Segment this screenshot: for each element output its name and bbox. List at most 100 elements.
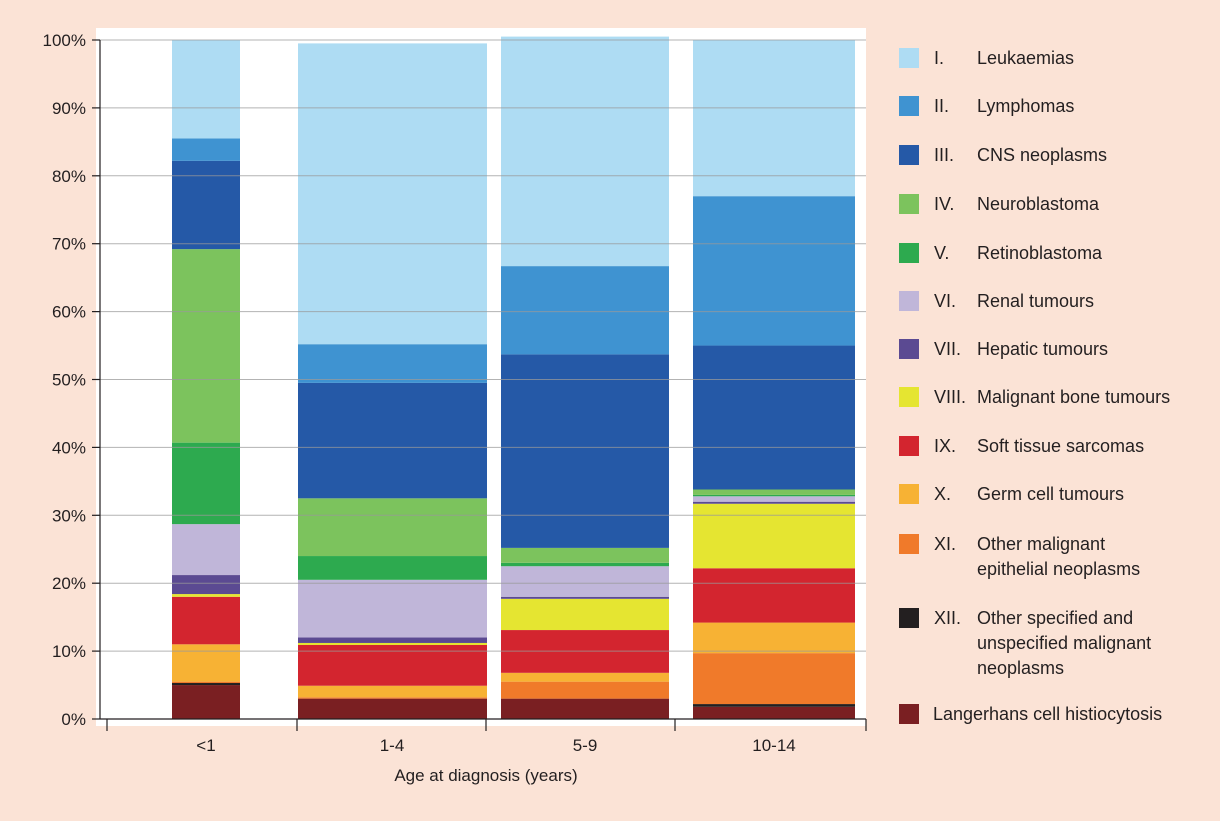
y-tick-label: 80% [52, 167, 86, 186]
bar-segment-1-2 [298, 697, 487, 699]
bar-segment-1-5 [298, 642, 487, 645]
bar-segment-2-2 [501, 681, 669, 699]
legend-swatch [899, 436, 919, 456]
legend-item: X. Germ cell tumours [899, 484, 1124, 504]
legend-item: III. CNS neoplasms [899, 145, 1107, 165]
y-tick-label: 50% [52, 371, 86, 390]
bar-segment-1-11 [298, 344, 487, 383]
bar-segment-3-7 [693, 496, 855, 502]
bar-segment-0-11 [172, 138, 240, 161]
bar-segment-1-6 [298, 637, 487, 643]
bar-segment-0-5 [172, 594, 240, 597]
legend-number: VIII. [934, 387, 966, 407]
legend-item: V. Retinoblastoma [899, 243, 1103, 263]
legend-swatch [899, 291, 919, 311]
bar-segment-2-12 [501, 36, 669, 267]
legend-number: II. [934, 96, 949, 116]
legend-number: IX. [934, 436, 956, 456]
legend-swatch [899, 48, 919, 68]
bar-segment-2-3 [501, 672, 669, 682]
legend-number: I. [934, 48, 944, 68]
x-tick-label: 5-9 [573, 736, 598, 755]
bar-segment-3-9 [693, 489, 855, 495]
legend-swatch [899, 608, 919, 628]
legend-swatch [899, 339, 919, 359]
legend: I. Leukaemias II. Lymphomas III. CNS neoplasm… [899, 48, 1170, 724]
bar-segment-0-3 [172, 644, 240, 682]
legend-number: XII. [934, 608, 961, 628]
legend-item: Langerhans cell histiocytosis [899, 704, 1162, 724]
bar-segment-1-3 [298, 685, 487, 698]
bar-segment-0-12 [172, 40, 240, 139]
legend-label: CNS neoplasms [977, 145, 1107, 165]
bar-segment-2-10 [501, 354, 669, 548]
legend-label: Lymphomas [977, 96, 1074, 116]
legend-label: Other specified and [977, 608, 1133, 628]
bar-segment-2-0 [501, 698, 669, 719]
legend-swatch [899, 534, 919, 554]
bar-segment-1-4 [298, 644, 487, 686]
y-tick-label: 20% [52, 574, 86, 593]
legend-item: II. Lymphomas [899, 96, 1074, 116]
bar-segment-3-4 [693, 568, 855, 623]
legend-label: Neuroblastoma [977, 194, 1100, 214]
legend-swatch [899, 484, 919, 504]
bar-segment-3-5 [693, 503, 855, 569]
legend-number: XI. [934, 534, 956, 554]
axes-group: 0% 10% 20% 30% 40% 50% 60% 70% 80% 90% 100% <1 1-4 5-… [43, 31, 867, 755]
bar-segment-3-12 [693, 40, 855, 197]
bar-segment-3-3 [693, 622, 855, 654]
legend-label: Leukaemias [977, 48, 1074, 68]
legend-swatch [899, 145, 919, 165]
legend-swatch [899, 194, 919, 214]
bar-segment-2-11 [501, 266, 669, 355]
bar-segment-1-8 [298, 556, 487, 580]
legend-number: III. [934, 145, 954, 165]
bar-segment-0-1 [172, 683, 240, 686]
x-tick-label: 10-14 [752, 736, 795, 755]
legend-label: Retinoblastoma [977, 243, 1103, 263]
legend-number: VI. [934, 291, 956, 311]
bar-segment-3-10 [693, 345, 855, 490]
legend-label: unspecified malignant [977, 633, 1151, 653]
legend-number: IV. [934, 194, 954, 214]
bar-segment-3-8 [693, 494, 855, 497]
legend-label: Germ cell tumours [977, 484, 1124, 504]
legend-number: X. [934, 484, 951, 504]
bar-segment-3-11 [693, 196, 855, 346]
legend-item: I. Leukaemias [899, 48, 1074, 68]
legend-item: VIII. Malignant bone tumours [899, 387, 1170, 407]
y-tick-label: 90% [52, 99, 86, 118]
bars-group [172, 36, 855, 719]
x-tick-label: <1 [196, 736, 215, 755]
bar-segment-0-4 [172, 596, 240, 645]
bar-segment-1-10 [298, 382, 487, 499]
bar-segment-3-1 [693, 704, 855, 707]
y-tick-label: 60% [52, 303, 86, 322]
legend-label: Malignant bone tumours [977, 387, 1170, 407]
y-tick-label: 30% [52, 506, 86, 525]
legend-label: neoplasms [977, 658, 1064, 678]
bar-segment-1-12 [298, 43, 487, 345]
bar-segment-0-0 [172, 685, 240, 719]
legend-label: Langerhans cell histiocytosis [933, 704, 1162, 724]
legend-label: Other malignant [977, 534, 1105, 554]
y-tick-label: 0% [61, 710, 86, 729]
legend-item: IV. Neuroblastoma [899, 194, 1100, 214]
legend-label: Soft tissue sarcomas [977, 436, 1144, 456]
gridlines-group [96, 39, 866, 720]
bar-segment-0-7 [172, 524, 240, 576]
bar-segment-2-7 [501, 566, 669, 597]
legend-item: VII. Hepatic tumours [899, 339, 1108, 359]
legend-swatch [899, 96, 919, 116]
bar-segment-2-5 [501, 598, 669, 631]
legend-item: XI. Other malignant epithelial neoplasms [899, 534, 1140, 579]
legend-item: IX. Soft tissue sarcomas [899, 436, 1144, 456]
bar-segment-0-10 [172, 160, 240, 250]
bar-segment-1-9 [298, 498, 487, 557]
bar-segment-0-8 [172, 442, 240, 525]
bar-segment-2-9 [501, 547, 669, 563]
bar-segment-0-6 [172, 575, 240, 595]
bar-segment-1-0 [298, 698, 487, 719]
